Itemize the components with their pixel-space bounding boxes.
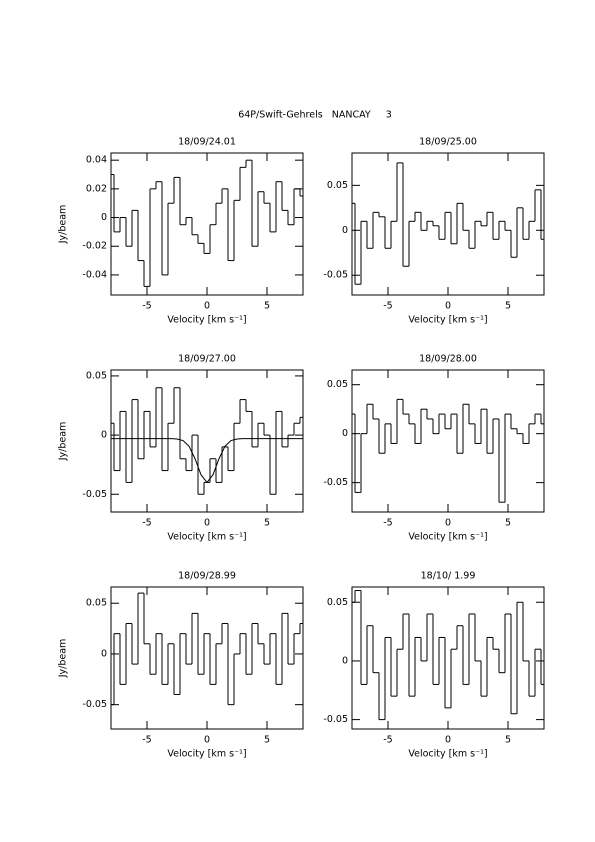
- step-connectors: [113, 387, 301, 495]
- y-tick-label: 0: [342, 225, 348, 236]
- y-tick-label: 0: [101, 648, 107, 659]
- plot-frame: [351, 152, 545, 296]
- x-tick-label: 5: [505, 518, 511, 529]
- plot-frame: [110, 152, 304, 296]
- x-tick-label: 0: [445, 735, 451, 746]
- plot-frame: [351, 369, 545, 513]
- y-tick-label: -0.05: [323, 270, 348, 281]
- x-tick-label: -5: [142, 301, 151, 312]
- y-tick-label: 0.02: [86, 183, 107, 194]
- x-axis-label: Velocity [km s⁻¹]: [408, 532, 487, 543]
- x-axis-label: Velocity [km s⁻¹]: [167, 315, 246, 326]
- plot-frame: [110, 586, 304, 730]
- page-title: 64P/Swift-Gehrels NANCAY 3: [238, 110, 392, 121]
- x-tick-label: -5: [383, 301, 392, 312]
- panel-title: 18/09/25.00: [419, 137, 477, 148]
- y-tick-label: 0.05: [327, 597, 348, 608]
- y-axis-label: Jy/beam: [58, 639, 69, 679]
- y-tick-label: 0: [101, 212, 107, 223]
- x-tick-label: -5: [383, 518, 392, 529]
- y-tick-label: 0.04: [86, 155, 107, 166]
- x-tick-label: 0: [204, 735, 210, 746]
- x-axis-label: Velocity [km s⁻¹]: [408, 315, 487, 326]
- panel-title: 18/09/28.00: [419, 354, 477, 365]
- y-tick-label: 0: [101, 430, 107, 441]
- fit-curve: [111, 438, 303, 484]
- y-tick-label: -0.05: [323, 477, 348, 488]
- step-connectors: [113, 160, 301, 287]
- y-axis-label: Jy/beam: [58, 422, 69, 462]
- x-tick-label: -5: [142, 735, 151, 746]
- step-connectors: [354, 162, 542, 285]
- y-tick-label: 0.05: [86, 370, 107, 381]
- panel-title: 18/10/ 1.99: [421, 571, 476, 582]
- y-tick-label: -0.05: [323, 714, 348, 725]
- y-tick-label: 0.05: [327, 180, 348, 191]
- y-tick-label: 0: [342, 655, 348, 666]
- x-axis-label: Velocity [km s⁻¹]: [167, 532, 246, 543]
- y-tick-label: 0.05: [327, 379, 348, 390]
- plot-frame: [110, 369, 304, 513]
- x-tick-label: 0: [204, 301, 210, 312]
- x-axis-label: Velocity [km s⁻¹]: [167, 749, 246, 760]
- panel-title: 18/09/24.01: [178, 137, 236, 148]
- x-tick-label: 5: [505, 735, 511, 746]
- x-tick-label: 5: [264, 735, 270, 746]
- x-axis-label: Velocity [km s⁻¹]: [408, 749, 487, 760]
- y-tick-label: 0: [342, 428, 348, 439]
- x-tick-label: 5: [264, 301, 270, 312]
- y-tick-label: -0.02: [82, 241, 107, 252]
- step-connectors: [113, 593, 301, 705]
- x-tick-label: 5: [505, 301, 511, 312]
- x-tick-label: -5: [142, 518, 151, 529]
- y-tick-label: -0.05: [82, 699, 107, 710]
- x-tick-label: 0: [204, 518, 210, 529]
- step-connectors: [354, 399, 542, 503]
- x-tick-label: 0: [445, 518, 451, 529]
- x-tick-label: 5: [264, 518, 270, 529]
- y-tick-label: -0.05: [82, 489, 107, 500]
- x-tick-label: -5: [383, 735, 392, 746]
- y-tick-label: -0.04: [82, 269, 107, 280]
- x-tick-label: 0: [445, 301, 451, 312]
- panel-title: 18/09/28.99: [178, 571, 236, 582]
- panel-title: 18/09/27.00: [178, 354, 236, 365]
- step-connectors: [354, 590, 542, 720]
- y-tick-label: 0.05: [86, 598, 107, 609]
- y-axis-label: Jy/beam: [58, 205, 69, 245]
